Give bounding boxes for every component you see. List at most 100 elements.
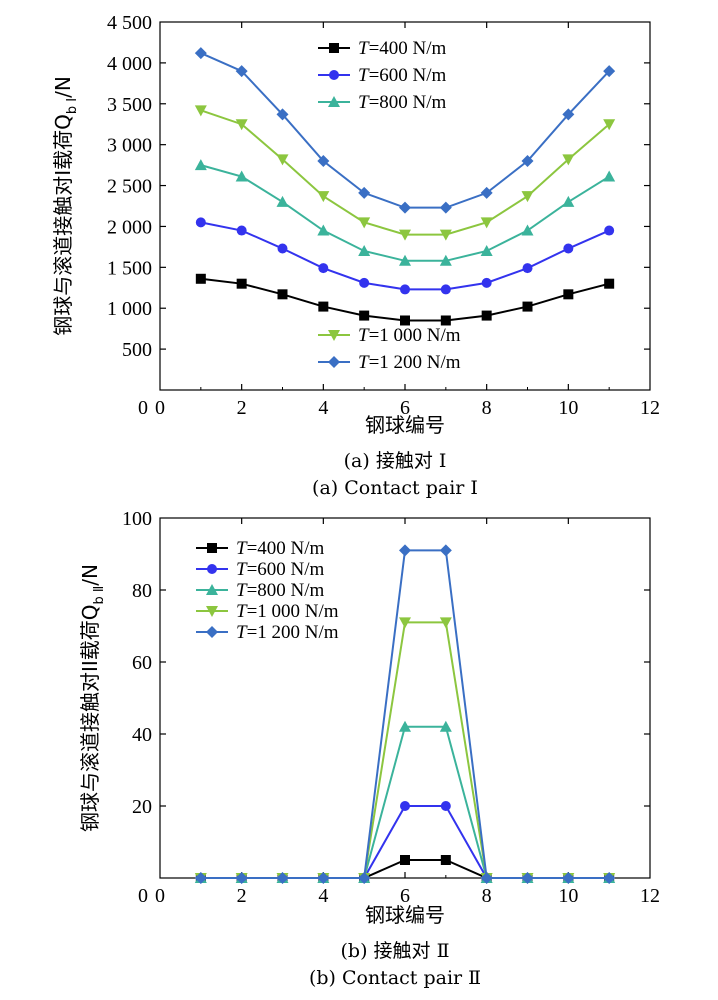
legend-value: =1 000 N/m bbox=[247, 601, 339, 622]
data-point bbox=[521, 191, 534, 203]
legend-value: =1 200 N/m bbox=[247, 622, 339, 643]
y-axis-label-main: 钢球与滚道接触对II载荷Q bbox=[78, 604, 102, 832]
y-axis-label-sub: b Ⅱ bbox=[92, 586, 107, 605]
y-tick-label: 100 bbox=[122, 508, 152, 530]
x-tick-label: 2 bbox=[237, 397, 247, 419]
legend-label: T=800 N/m bbox=[358, 92, 447, 113]
x-tick-label: 12 bbox=[640, 397, 660, 419]
y-tick-label: 4 000 bbox=[107, 53, 152, 75]
legend-t: T bbox=[358, 38, 370, 59]
legend-t: T bbox=[358, 65, 370, 86]
data-point bbox=[400, 855, 410, 865]
legend: T=1 000 N/m T=1 200 N/m bbox=[318, 325, 461, 373]
x-tick-label: 4 bbox=[318, 397, 328, 419]
data-point bbox=[440, 801, 451, 811]
legend-t: T bbox=[236, 580, 248, 601]
legend-t: T bbox=[236, 601, 248, 622]
legend-marker bbox=[329, 70, 339, 80]
data-point bbox=[358, 217, 371, 229]
x-tick-label: 10 bbox=[558, 885, 578, 907]
data-point bbox=[399, 201, 411, 214]
data-point bbox=[603, 170, 616, 182]
data-point bbox=[439, 254, 452, 266]
x-tick-label: 2 bbox=[237, 885, 247, 907]
data-point bbox=[194, 47, 207, 60]
legend-t: T bbox=[358, 325, 370, 346]
y-zero-label: 0 bbox=[138, 397, 148, 419]
legend-label: T=1 000 N/m bbox=[358, 325, 461, 346]
legend-marker bbox=[206, 626, 218, 638]
data-point bbox=[440, 315, 451, 326]
x-tick-label: 10 bbox=[558, 397, 578, 419]
data-point bbox=[359, 277, 370, 288]
data-point bbox=[439, 544, 452, 557]
series-T1000 bbox=[194, 105, 616, 241]
data-point bbox=[399, 229, 411, 241]
legend: T=400 N/mT=600 N/mT=800 N/mT=1 000 N/mT=… bbox=[196, 538, 339, 643]
data-point bbox=[317, 191, 330, 203]
x-tick-label: 12 bbox=[640, 885, 660, 907]
series-T1200 bbox=[194, 544, 616, 884]
data-point bbox=[480, 872, 493, 884]
legend-label: T=800 N/m bbox=[236, 580, 325, 601]
data-point bbox=[400, 801, 410, 811]
legend-t: T bbox=[358, 352, 370, 373]
data-point bbox=[359, 310, 370, 321]
data-point bbox=[358, 244, 371, 256]
data-point bbox=[400, 284, 410, 295]
series-T1000 bbox=[194, 617, 616, 884]
y-tick-label: 3 500 bbox=[107, 94, 152, 116]
legend-t: T bbox=[358, 92, 370, 113]
y-axis-label-unit: /N bbox=[78, 564, 102, 586]
legend-marker bbox=[207, 543, 217, 553]
data-point bbox=[440, 855, 451, 865]
series-line bbox=[200, 621, 610, 879]
data-point bbox=[195, 217, 206, 228]
legend-marker bbox=[206, 584, 218, 595]
legend-marker bbox=[328, 330, 340, 341]
data-point bbox=[521, 872, 534, 884]
legend-label: T=400 N/m bbox=[236, 538, 325, 559]
x-tick-label: 6 bbox=[400, 397, 410, 419]
data-point bbox=[521, 224, 534, 236]
y-tick-label: 500 bbox=[122, 339, 152, 361]
caption-en: (a) Contact pair Ⅰ bbox=[312, 477, 478, 499]
y-tick-label: 3 000 bbox=[107, 135, 152, 157]
x-tick-label: 8 bbox=[482, 885, 492, 907]
x-axis-label: 钢球编号 bbox=[365, 413, 445, 437]
data-point bbox=[317, 155, 330, 168]
data-point bbox=[603, 65, 616, 78]
data-point bbox=[399, 544, 411, 557]
data-point bbox=[481, 310, 492, 321]
data-point bbox=[522, 301, 533, 312]
data-point bbox=[277, 243, 288, 254]
data-point bbox=[236, 225, 247, 236]
x-tick-label: 6 bbox=[400, 885, 410, 907]
data-point bbox=[562, 872, 575, 884]
data-point bbox=[562, 195, 575, 207]
data-point bbox=[358, 872, 371, 884]
data-point bbox=[562, 108, 575, 121]
data-point bbox=[521, 155, 534, 168]
legend-label: T=1 200 N/m bbox=[358, 352, 461, 373]
legend-marker bbox=[207, 564, 217, 574]
legend: T=400 N/mT=600 N/mT=800 N/m bbox=[318, 38, 447, 113]
legend-value: =600 N/m bbox=[369, 65, 447, 86]
data-point bbox=[194, 105, 207, 117]
data-point bbox=[480, 217, 493, 229]
y-axis-label: 钢球与滚道接触对II载荷Qb Ⅱ/N bbox=[78, 564, 107, 832]
x-tick-label: 4 bbox=[318, 885, 328, 907]
y-tick-label: 4 500 bbox=[107, 12, 152, 34]
legend-label: T=600 N/m bbox=[358, 65, 447, 86]
legend-label: T=1 000 N/m bbox=[236, 601, 339, 622]
data-point bbox=[604, 278, 615, 289]
caption-cn: (b) 接触对 Ⅱ bbox=[341, 940, 450, 962]
legend-marker bbox=[206, 606, 218, 617]
series-T600 bbox=[195, 801, 615, 883]
data-point bbox=[603, 119, 616, 131]
legend-label: T=400 N/m bbox=[358, 38, 447, 59]
series-T1200 bbox=[194, 47, 616, 214]
data-point bbox=[235, 119, 248, 131]
data-point bbox=[317, 872, 330, 884]
